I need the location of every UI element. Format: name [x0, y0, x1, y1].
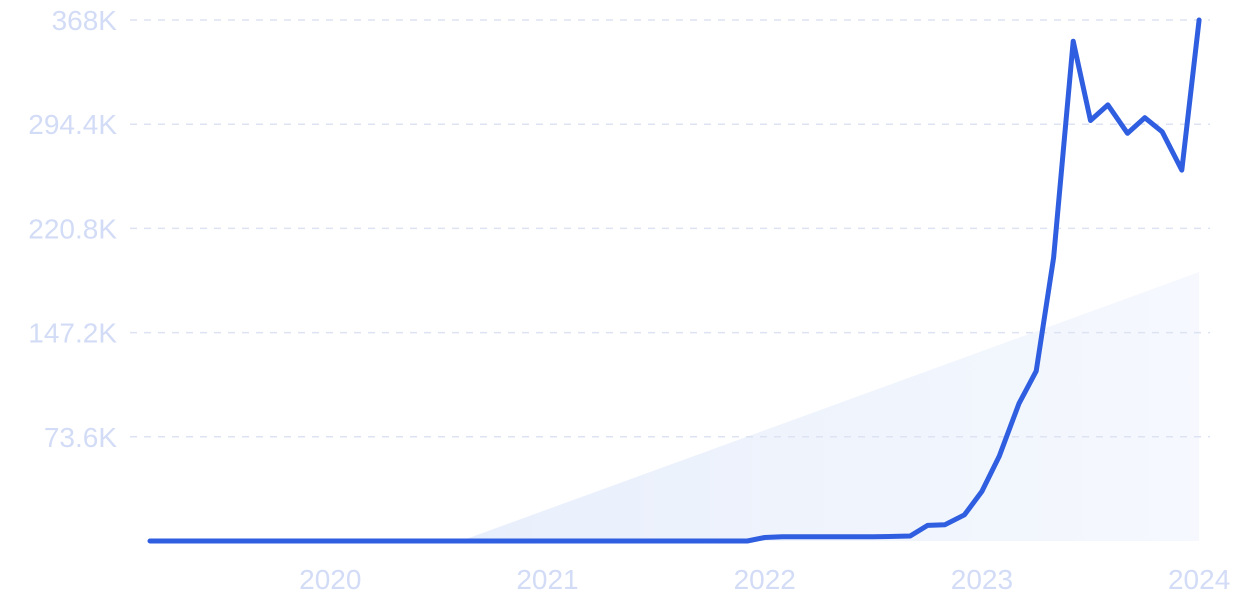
- y-tick-label: 368K: [52, 5, 118, 36]
- y-tick-label: 73.6K: [44, 422, 117, 453]
- y-tick-label: 220.8K: [28, 213, 117, 244]
- x-tick-label: 2024: [1168, 564, 1230, 595]
- x-tick-label: 2022: [734, 564, 796, 595]
- x-tick-label: 2020: [299, 564, 361, 595]
- x-tick-label: 2021: [516, 564, 578, 595]
- series-line: [147, 17, 1202, 544]
- y-tick-label: 147.2K: [28, 318, 117, 349]
- y-tick-label: 294.4K: [28, 109, 117, 140]
- trend-area: [460, 272, 1200, 541]
- x-tick-label: 2023: [951, 564, 1013, 595]
